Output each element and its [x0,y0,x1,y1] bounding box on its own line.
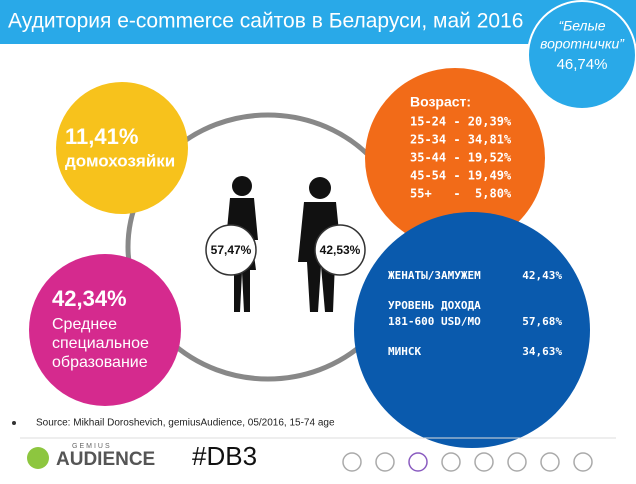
title: Аудитория e-commerce сайтов в Беларуси, … [8,10,523,33]
male-circle [314,224,366,276]
source: Source: Mikhail Doroshevich, gemiusAudie… [36,418,335,429]
male-value: 42,53% [320,243,361,257]
hashtag: #DB3 [192,441,257,471]
stat-sublabel: 181-600 USD/MO [388,315,481,328]
nav-icon [573,452,593,472]
stat-value: 42,43% [522,269,562,282]
stat-value: 34,63% [522,345,562,358]
housewives-circle [56,82,188,214]
badge-circle [527,0,636,110]
stat-label: УРОВЕНЬ ДОХОДА [388,299,481,312]
badge-line: “Белые [558,18,605,34]
nav-icon [375,452,395,472]
header-bar [0,0,636,44]
education-circle [29,254,181,406]
housewives-label: домохозяйки [65,151,175,170]
age-row: 55+ - 5,80% [410,187,512,201]
nav-icon [507,452,527,472]
logo-mark [27,447,49,469]
education-line: специальное [52,335,149,352]
badge-value: 46,74% [557,56,608,73]
female-circle [205,224,257,276]
nav-icons [342,452,593,472]
age-row: 25-34 - 34,81% [410,133,512,147]
age-row: 35-44 - 19,52% [410,151,512,165]
brand: AUDIENCE [56,449,155,470]
bullet [12,421,16,425]
stat-label: ЖЕНАТЫ/ЗАМУЖЕМ [388,269,481,282]
age-title: Возраст: [410,94,471,110]
education-line: образование [52,354,148,371]
housewives-value: 11,41% [65,124,138,149]
nav-icon [540,452,560,472]
nav-icon [474,452,494,472]
brand-small: GEMIUS [72,443,112,450]
stats-circle [354,212,590,448]
age-row: 45-54 - 19,49% [410,169,512,183]
age-circle [365,68,545,248]
age-row: 15-24 - 20,39% [410,115,512,129]
education-line: Среднее [52,316,117,333]
female-value: 57,47% [211,243,252,257]
stat-value: 57,68% [522,315,562,328]
nav-icon [408,452,428,472]
nav-icon [342,452,362,472]
nav-icon [441,452,461,472]
stat-label: МИНСК [388,345,421,358]
education-value: 42,34% [52,286,127,311]
badge-line: воротнички” [540,36,625,52]
